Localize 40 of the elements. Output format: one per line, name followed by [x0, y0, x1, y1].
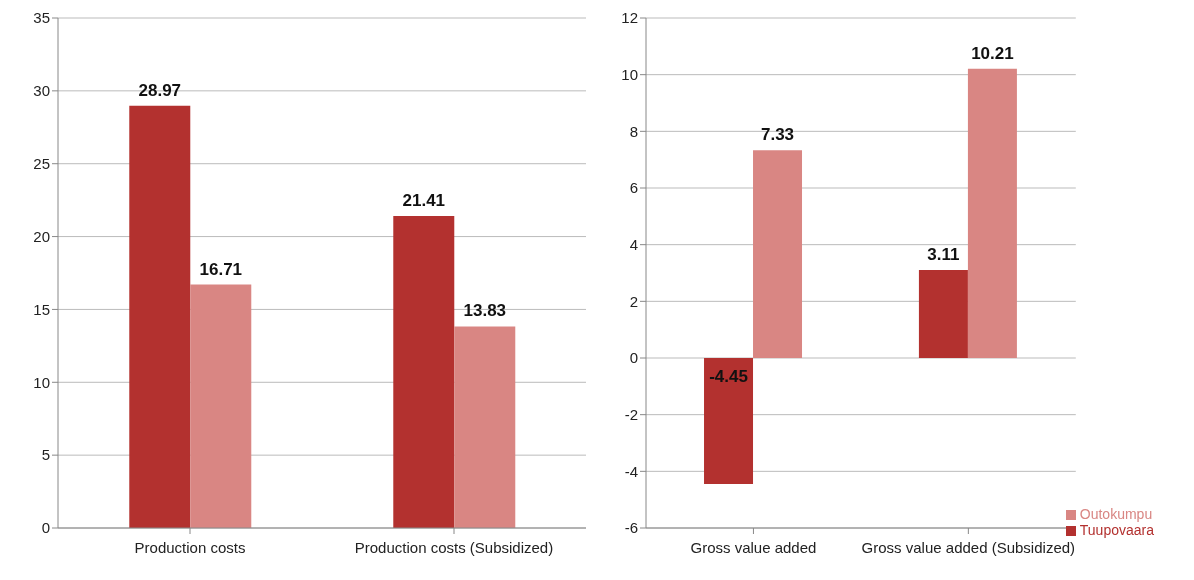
y-tick-label: 10	[33, 373, 50, 391]
data-label: -4.45	[709, 367, 748, 386]
y-tick-label: -6	[624, 519, 638, 537]
y-tick-label: 6	[629, 179, 638, 197]
y-tick-label: 10	[621, 65, 638, 83]
y-tick-label: 20	[33, 227, 50, 245]
bar	[454, 326, 516, 528]
x-tick-label: Gross value added (Subsidized)	[861, 538, 1076, 556]
data-label: 16.71	[199, 259, 243, 279]
bar	[190, 284, 252, 528]
data-label: 21.41	[402, 191, 446, 211]
y-tick-label: 0	[629, 349, 638, 367]
data-label: 28.97	[138, 80, 182, 100]
legend-label: Tuupovaara	[1079, 522, 1154, 538]
data-label: 3.11	[927, 244, 960, 264]
bar	[704, 358, 754, 485]
y-tick-label: 25	[33, 155, 50, 173]
y-tick-label: 4	[629, 235, 638, 253]
bar	[918, 269, 968, 358]
x-tick-label: Production costs	[134, 538, 246, 556]
y-tick-label: 12	[621, 9, 638, 27]
bar	[129, 105, 191, 528]
y-tick-label: 35	[33, 9, 50, 27]
x-tick-label: Production costs (Subsidized)	[354, 538, 554, 556]
y-tick-label: 30	[33, 82, 50, 100]
y-tick-label: -2	[624, 405, 638, 423]
bar	[393, 216, 455, 528]
x-tick-label: Gross value added	[690, 538, 817, 556]
data-label: 13.83	[463, 301, 507, 321]
legend-label: Outokumpu	[1079, 506, 1153, 522]
y-tick-label: 0	[41, 519, 50, 537]
data-label: 10.21	[971, 43, 1014, 63]
y-tick-label: 5	[41, 446, 50, 464]
bar	[967, 68, 1017, 358]
y-tick-label: 8	[629, 122, 638, 140]
bar	[753, 150, 803, 358]
y-tick-label: -4	[624, 462, 638, 480]
y-tick-label: 2	[629, 292, 638, 310]
y-tick-label: 15	[33, 300, 50, 318]
data-label: 7.33	[760, 125, 795, 145]
